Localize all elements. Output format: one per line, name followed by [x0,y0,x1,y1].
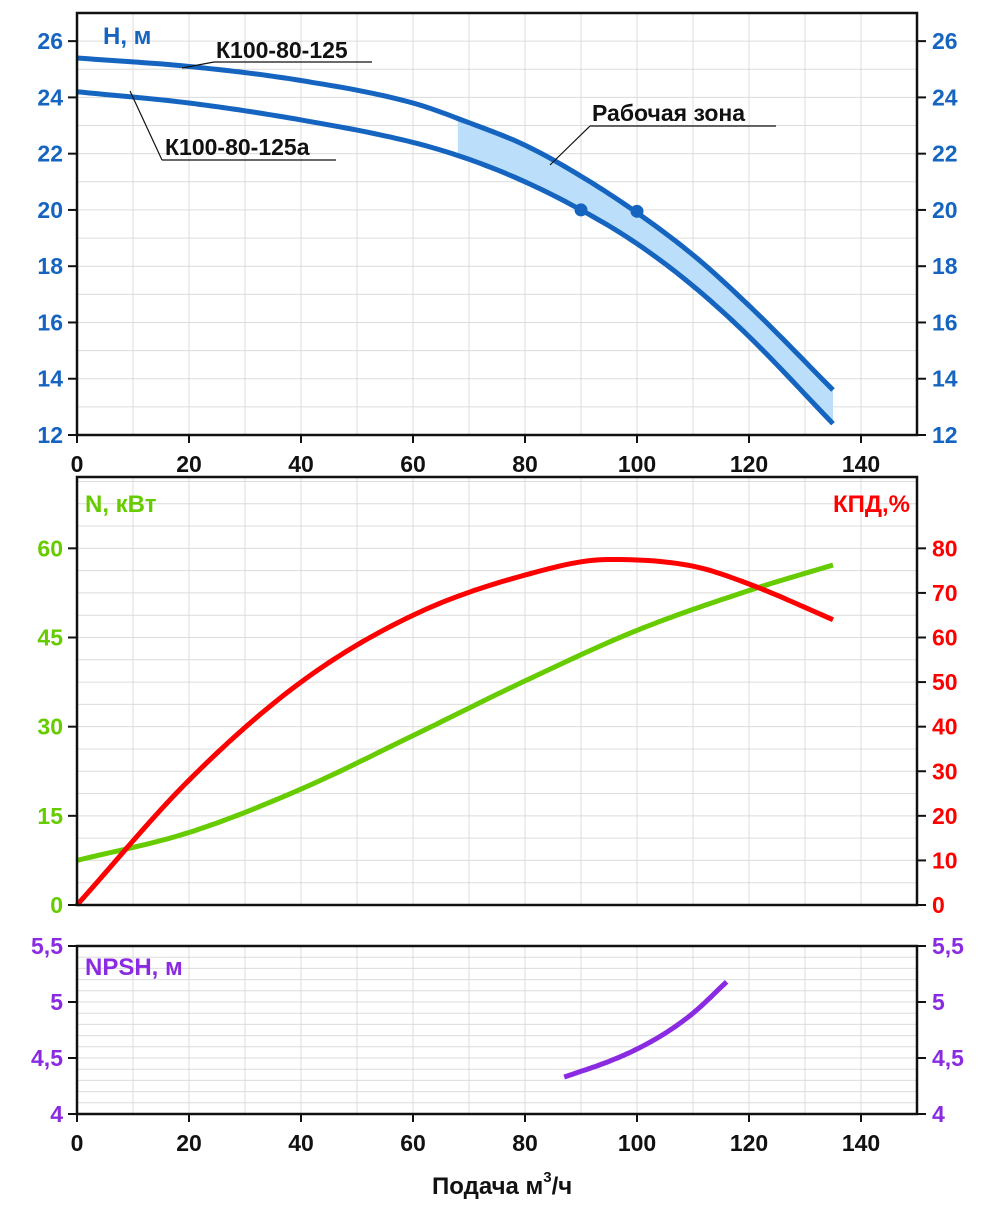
head-x-tick-label: 120 [730,451,768,477]
power-efficiency-grid [77,477,917,905]
head-y-tick-label-left: 20 [37,197,63,223]
head-x-ticks: 0 20 40 60 80 100 120 140 [71,435,880,477]
npsh-x-tick-label: 100 [618,1130,656,1156]
head-x-tick-label: 40 [288,451,314,477]
head-y-tick-label-left: 14 [37,366,63,392]
x-axis-title-sup: 3 [543,1169,551,1186]
x-axis-title-main: Подача м [432,1173,543,1200]
efficiency-y-tick-label: 30 [932,758,958,784]
npsh-x-tick-label: 120 [730,1130,768,1156]
power-y-tick-label: 30 [37,714,63,740]
power-y-tick-label: 60 [37,535,63,561]
power-efficiency-frame [75,475,919,907]
npsh-y-tick-label-right: 4 [932,1101,945,1127]
head-y-ticks-right: 12 14 16 18 20 22 24 26 [917,28,958,448]
npsh-y-tick-label-right: 4,5 [932,1045,964,1071]
head-y-tick-label-right: 12 [932,422,958,448]
npsh-panel: 4 4,5 5 5,5 4 4,5 5 5,5 0 20 40 60 80 100 120 140 NPS… [31,933,964,1156]
head-curves [76,55,835,426]
power-y-ticks: 0 15 30 45 60 [37,535,77,918]
efficiency-y-tick-label: 10 [932,847,958,873]
head-grid [77,13,917,435]
npsh-curves [563,980,729,1080]
annotation-work-zone: Рабочая зона [549,100,776,166]
head-y-ticks-left: 12 14 16 18 20 22 24 26 [37,28,77,448]
head-points [574,203,644,218]
head-y-tick-label-right: 18 [932,253,958,279]
head-x-tick-label: 60 [400,451,426,477]
head-x-tick-label: 20 [176,451,202,477]
head-x-tick-label: 140 [842,451,880,477]
annotation-k100-80-125a: К100-80-125а [129,90,336,161]
head-x-tick-label: 0 [71,451,84,477]
head-y-tick-label-right: 20 [932,197,958,223]
curve-npsh [563,980,729,1080]
head-point-marker [630,204,644,218]
power-y-tick-label: 0 [50,892,63,918]
x-axis-title: Подача м3/ч [432,1169,572,1200]
npsh-x-ticks: 0 20 40 60 80 100 120 140 [71,1114,880,1156]
head-y-tick-label-left: 22 [37,141,63,167]
npsh-x-tick-label: 20 [176,1130,202,1156]
efficiency-y-tick-label: 60 [932,625,958,651]
efficiency-y-tick-label: 80 [932,535,958,561]
power-y-label: N, кВт [85,491,157,518]
head-y-tick-label-right: 16 [932,309,958,335]
label-work-zone: Рабочая зона [592,100,745,126]
npsh-y-tick-label-right: 5,5 [932,933,964,959]
head-y-label: H, м [103,23,151,50]
npsh-y-label: NPSH, м [85,954,183,981]
npsh-y-tick-label-left: 4 [50,1101,63,1127]
head-curve-к100-80-125а [76,89,835,426]
curve-кпд [75,557,834,907]
head-x-tick-label: 100 [618,451,656,477]
head-y-tick-label-left: 26 [37,28,63,54]
head-y-tick-label-left: 24 [37,84,63,110]
efficiency-y-tick-label: 70 [932,580,958,606]
npsh-x-tick-label: 0 [71,1130,84,1156]
npsh-x-tick-label: 40 [288,1130,314,1156]
npsh-x-tick-label: 140 [842,1130,880,1156]
head-y-tick-label-right: 26 [932,28,958,54]
x-axis-title-suffix: /ч [552,1173,573,1200]
curve-n [76,562,834,863]
efficiency-y-tick-label: 0 [932,892,945,918]
efficiency-y-ticks: 0 10 20 30 40 50 60 70 80 [917,535,958,918]
npsh-y-ticks-left: 4 4,5 5 5,5 [31,933,77,1127]
head-curve-к100-80-125 [76,55,835,392]
efficiency-y-tick-label: 40 [932,714,958,740]
head-point-marker [574,203,588,217]
head-y-tick-label-right: 14 [932,366,958,392]
head-x-tick-label: 80 [512,451,538,477]
npsh-x-tick-label: 80 [512,1130,538,1156]
head-y-tick-label-left: 18 [37,253,63,279]
efficiency-y-tick-label: 20 [932,803,958,829]
npsh-y-tick-label-left: 5 [50,989,63,1015]
label-k100-80-125: К100-80-125 [216,37,348,63]
work-zone-area [457,118,833,424]
npsh-grid [77,945,917,1114]
efficiency-y-label: КПД,% [833,491,910,518]
power-y-tick-label: 15 [37,803,63,829]
power-y-tick-label: 45 [37,625,63,651]
power-efficiency-panel: 0 15 30 45 60 0 10 20 30 40 50 60 70 80 N, кВт КПД,% [37,475,958,918]
head-y-tick-label-right: 24 [932,84,958,110]
npsh-y-tick-label-right: 5 [932,989,945,1015]
npsh-frame [75,944,919,1116]
npsh-y-tick-label-left: 4,5 [31,1045,63,1071]
npsh-y-ticks-right: 4 4,5 5 5,5 [917,933,964,1127]
head-y-tick-label-left: 12 [37,422,63,448]
head-y-tick-label-right: 22 [932,141,958,167]
annotation-k100-80-125: К100-80-125 [181,37,372,69]
efficiency-y-tick-label: 50 [932,669,958,695]
head-panel: 12 14 16 18 20 22 24 26 12 14 16 18 20 22 24 26 0 20 40 6… [37,11,958,477]
npsh-y-tick-label-left: 5,5 [31,933,63,959]
head-y-tick-label-left: 16 [37,309,63,335]
head-frame [75,11,919,437]
label-k100-80-125a: К100-80-125а [165,134,310,160]
power-efficiency-curves [75,557,834,907]
npsh-x-tick-label: 60 [400,1130,426,1156]
